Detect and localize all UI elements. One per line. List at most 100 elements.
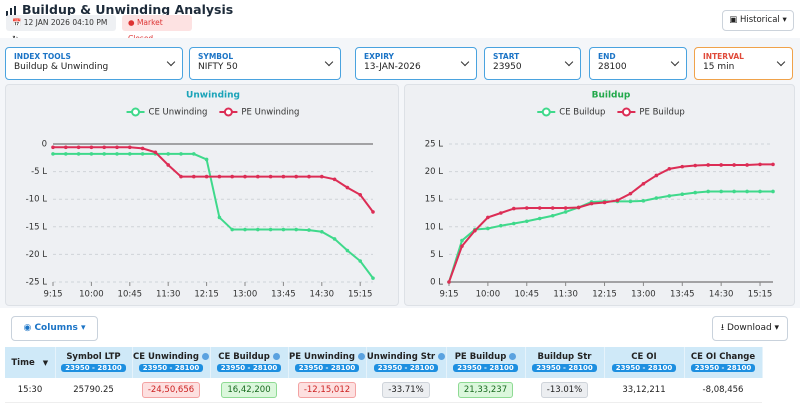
y-tick-label: -15 L [26,222,48,232]
filter-value: Buildup & Unwinding [14,62,109,72]
data-point [204,157,209,162]
title-icon [6,6,16,16]
cell-value: -13.01% [540,381,589,398]
filter-box[interactable]: INDEX TOOLS Buildup & Unwinding [5,47,183,80]
data-point [486,226,490,231]
data-point [745,189,749,194]
data-point [589,201,594,206]
data-point [512,221,516,226]
table-cell: 25790.25 [55,378,132,403]
column-header[interactable]: CE Unwinding 23950 - 28100 [132,347,211,378]
legend: CE Buildup PE Buildup [537,107,685,118]
x-tick-label: 10:45 [118,290,143,300]
data-point [217,174,222,179]
data-point [537,216,542,221]
columns-button[interactable]: ◉ Columns ▾ [11,316,98,341]
cell-value: -12,15,012 [297,381,357,398]
data-point [447,280,451,284]
x-tick-label: 11:30 [553,290,578,300]
table-cell: 16,42,200 [210,378,288,403]
data-point [89,152,94,156]
data-point [243,227,247,232]
filter-label: START [493,52,520,61]
cell-value: -8,08,456 [702,384,744,395]
cell-value: 33,12,211 [622,384,666,395]
data-point [89,145,94,150]
cell-value: 16,42,200 [221,381,277,398]
x-tick-label: 13:00 [631,290,656,300]
filter-label: END [598,52,616,61]
data-point [128,145,132,150]
data-point [294,227,299,232]
column-range: 23950 - 28100 [453,364,518,372]
filter-box[interactable]: SYMBOL NIFTY 50 [189,47,341,80]
column-header[interactable]: Buildup Str 23950 - 28100 [525,347,605,378]
table-cell: 21,33,237 [446,378,525,403]
x-tick-label: 9:15 [43,290,62,300]
filter-box[interactable]: END 28100 [589,47,687,80]
data-point [166,152,170,156]
x-tick-label: 10:00 [79,290,104,300]
table-cell: -8,08,456 [684,378,762,403]
x-tick-label: 12:15 [194,290,219,300]
y-tick-label: 0 L [430,278,443,288]
cell-value: 25790.25 [73,384,114,395]
info-icon [272,353,280,360]
data-point [615,198,620,203]
column-header[interactable]: Symbol LTP 23950 - 28100 [55,347,133,378]
data-point [115,152,119,156]
data-point [524,206,529,210]
download-button[interactable]: ⭳ Download ▾ [712,316,788,341]
legend: CE Unwinding PE Unwinding [126,107,299,118]
filter-box[interactable]: EXPIRY 13-JAN-2026 [355,47,477,80]
column-name: CE Unwinding [133,352,199,362]
x-tick-label: 10:45 [515,290,540,300]
cell-value: -24,50,656 [141,381,201,398]
data-point [140,146,145,151]
data-point [719,163,723,167]
column-header[interactable]: CE Buildup 23950 - 28100 [210,347,289,378]
column-name: Unwinding Str [366,352,436,362]
filter-box[interactable]: INTERVAL 15 min [694,47,793,80]
column-header[interactable]: CE OI Change 23950 - 28100 [684,347,763,378]
legend-label: PE Buildup [639,108,684,118]
data-point [102,152,106,156]
data-point [693,163,698,168]
page-title: Buildup & Unwinding Analysis [22,2,234,17]
info-icon [509,353,517,360]
data-point [307,228,311,232]
column-header[interactable]: PE Unwinding 23950 - 28100 [288,347,367,378]
filter-value: 28100 [598,62,627,72]
x-tick-label: 13:45 [271,290,296,300]
column-header[interactable]: CE OI 23950 - 28100 [604,347,685,378]
data-point [179,174,183,179]
data-point [732,163,736,167]
data-point [758,189,762,194]
legend-marker [621,107,631,117]
data-point [230,174,234,179]
chart-title: Buildup [592,91,631,101]
data-point [153,150,158,155]
data-point [641,199,646,203]
column-header[interactable]: PE Buildup 23950 - 28100 [446,347,526,378]
column-header[interactable]: Unwinding Str 23950 - 28100 [366,347,447,378]
data-point [550,213,555,218]
data-point [524,219,529,224]
datetime-chip: 📅 12 JAN 2026 04:10 PM ↻ [6,15,116,43]
legend-marker [541,107,551,117]
x-tick-label: 14:30 [709,290,734,300]
y-tick-label: 15 L [425,195,444,205]
info-icon [357,353,365,360]
mode-button[interactable]: ▣ Historical ▾ [722,10,794,31]
filter-box[interactable]: START 23950 [484,47,581,80]
data-point [499,223,503,228]
table-cell: -13.01% [525,378,604,403]
data-point [628,199,633,204]
column-header[interactable]: Time ▼ [5,347,56,378]
data-table: Time ▼ Symbol LTP 23950 - 28100 CE Unwinding… [5,347,763,403]
data-point [64,152,68,156]
data-point [654,196,659,200]
data-point [693,190,698,195]
download-label: Download [726,323,772,333]
